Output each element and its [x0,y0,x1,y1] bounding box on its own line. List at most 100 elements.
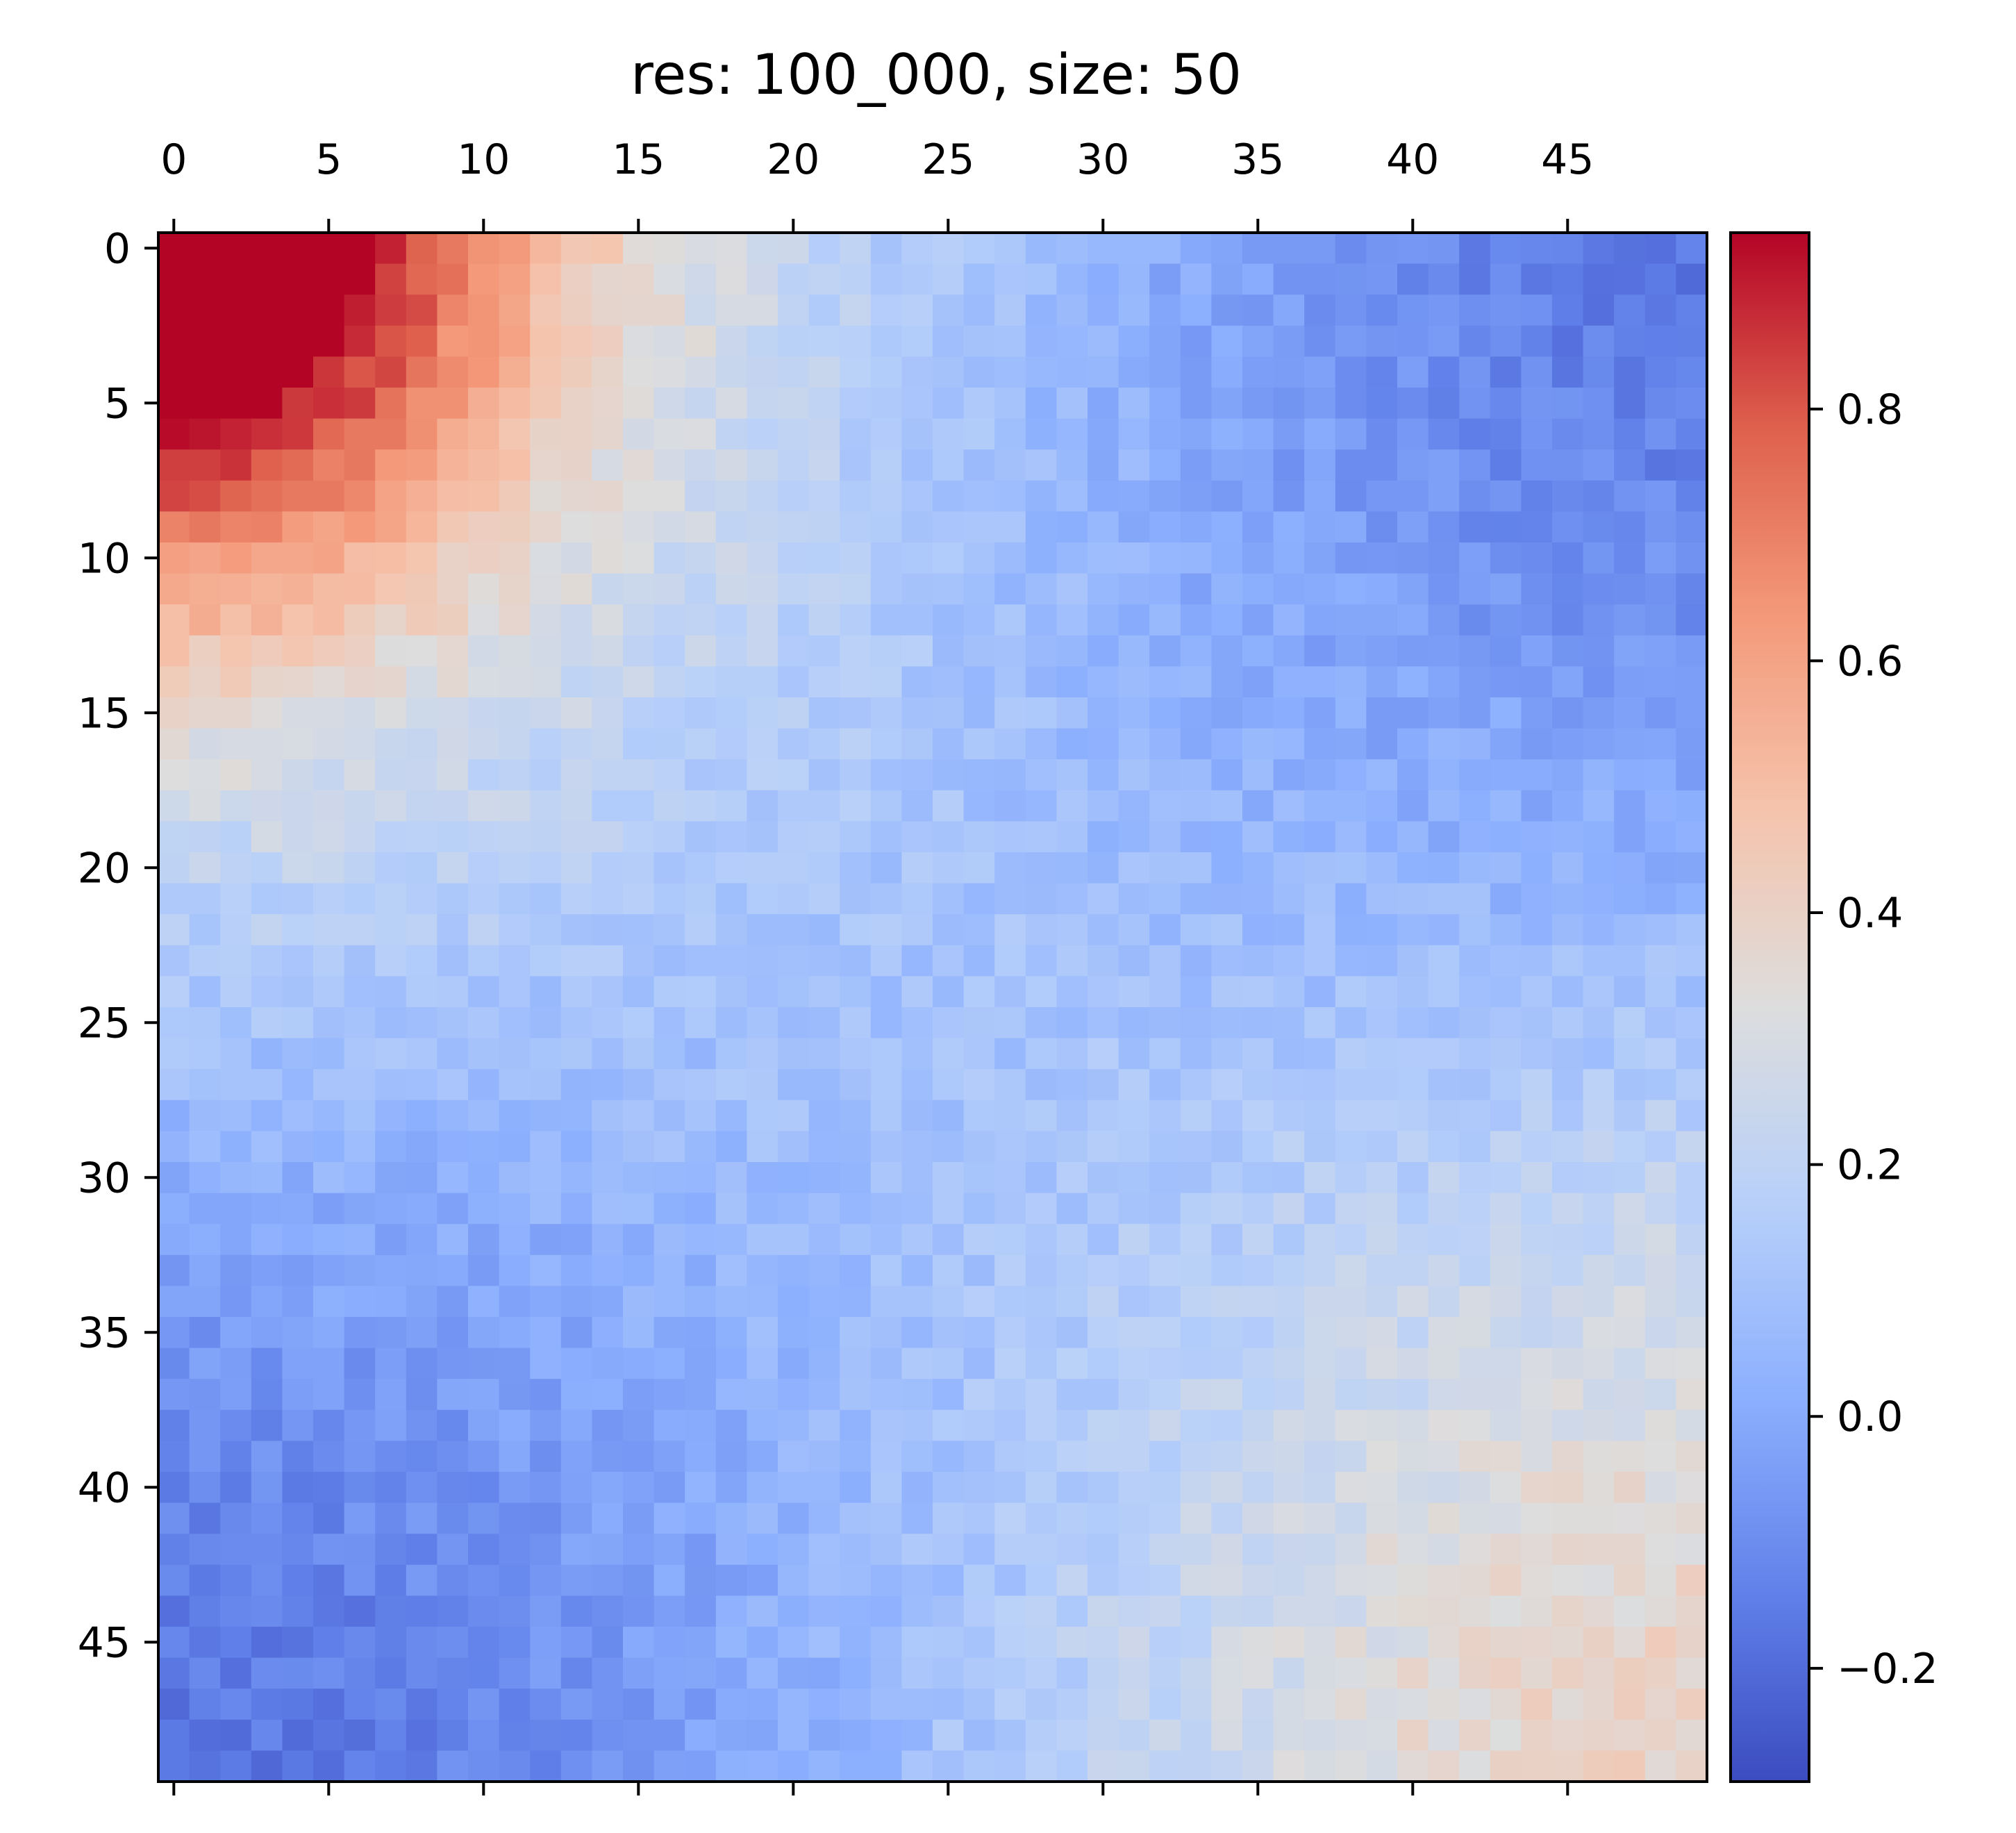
heatmap-cell [468,295,500,326]
heatmap-cell [282,1750,314,1782]
heatmap-cell [994,604,1026,636]
heatmap-cell [1583,1131,1615,1163]
heatmap-cell [406,233,438,265]
colorbar-ticks: −0.20.00.20.40.60.8 [1809,385,1938,1693]
heatmap-cell [1644,1038,1676,1070]
heatmap-cell [1583,1534,1615,1566]
heatmap-cell [1459,449,1491,481]
heatmap-cell [1335,1254,1367,1286]
heatmap-cell [1366,1627,1398,1659]
heatmap-cell [344,325,376,357]
heatmap-cell [623,388,655,420]
heatmap-cell [1397,914,1429,946]
heatmap-cell [1211,1564,1243,1596]
heatmap-cell [1583,233,1615,265]
heatmap-cell [715,635,747,667]
heatmap-cell [778,263,810,295]
heatmap-cell [592,1502,624,1534]
heatmap-cell [747,1472,778,1504]
heatmap-cell [901,945,933,977]
heatmap-cell [1583,697,1615,729]
heatmap-cell [1552,883,1584,915]
heatmap-cell [1366,418,1398,450]
heatmap-cell [375,1286,407,1318]
heatmap-cell [1490,852,1522,884]
heatmap-cell [1242,1100,1274,1131]
heatmap-cell [1088,1100,1119,1131]
heatmap-cell [685,728,717,760]
heatmap-cell [313,852,345,884]
heatmap-cell [870,1038,902,1070]
heatmap-cell [715,449,747,481]
heatmap-cell [1118,295,1150,326]
heatmap-cell [715,1038,747,1070]
heatmap-cell [1676,1100,1708,1131]
heatmap-cell [870,883,902,915]
heatmap-cell [344,883,376,915]
heatmap-cell [158,759,190,791]
heatmap-cell [870,1534,902,1566]
colorbar-tick-label: 0.2 [1837,1141,1903,1190]
heatmap-cell [1428,604,1460,636]
heatmap-cell [1552,1379,1584,1411]
heatmap-cell [653,1689,685,1720]
heatmap-cell [1056,388,1088,420]
heatmap-cell [778,511,810,543]
heatmap-cell [1025,1224,1057,1256]
heatmap-cell [1088,1286,1119,1318]
heatmap-cell [1583,480,1615,512]
heatmap-cell [282,1409,314,1441]
heatmap-cell [468,388,500,420]
heatmap-cell [808,449,840,481]
heatmap-cell [1335,295,1367,326]
heatmap-cell [1428,666,1460,698]
heatmap-cell [344,511,376,543]
heatmap-cell [1056,1100,1088,1131]
heatmap-cell [530,635,562,667]
heatmap-cell [963,1162,995,1194]
heatmap-cell [406,1689,438,1720]
heatmap-cell [715,263,747,295]
heatmap-cell [592,1069,624,1101]
heatmap-cell [406,1472,438,1504]
heatmap-cell [1644,511,1676,543]
heatmap-cell [1242,976,1274,1008]
heatmap-cell [1428,1347,1460,1379]
heatmap-cell [747,1564,778,1596]
heatmap-cell [1304,449,1336,481]
heatmap-cell [189,1131,221,1163]
heatmap-cell [1614,1534,1646,1566]
heatmap-cell [251,1534,283,1566]
heatmap-cell [375,666,407,698]
heatmap-cell [963,1472,995,1504]
heatmap-cell [1211,790,1243,822]
heatmap-cell [1521,1441,1553,1473]
heatmap-cell [1335,1224,1367,1256]
heatmap-cell [1242,883,1274,915]
heatmap-cell [375,1689,407,1720]
heatmap-cell [1273,914,1305,946]
heatmap-cell [1304,1224,1336,1256]
heatmap-cell [1644,759,1676,791]
heatmap-cell [1025,418,1057,450]
heatmap-cell [468,356,500,388]
heatmap-cell [623,1254,655,1286]
heatmap-cell [840,697,872,729]
heatmap-cell [1304,604,1336,636]
heatmap-cell [808,1472,840,1504]
heatmap-cell [747,542,778,574]
heatmap-cell [468,1657,500,1689]
heatmap-cell [1459,418,1491,450]
heatmap-cell [1088,449,1119,481]
x-tick-label: 5 [315,135,342,184]
heatmap-cell [406,1534,438,1566]
heatmap-cell [685,666,717,698]
heatmap-cell [1490,697,1522,729]
heatmap-cell [1521,1627,1553,1659]
heatmap-cell [406,1719,438,1751]
heatmap-cell [808,697,840,729]
heatmap-cell [313,1750,345,1782]
heatmap-cell [1552,976,1584,1008]
heatmap-cell [1366,388,1398,420]
heatmap-cell [1273,418,1305,450]
